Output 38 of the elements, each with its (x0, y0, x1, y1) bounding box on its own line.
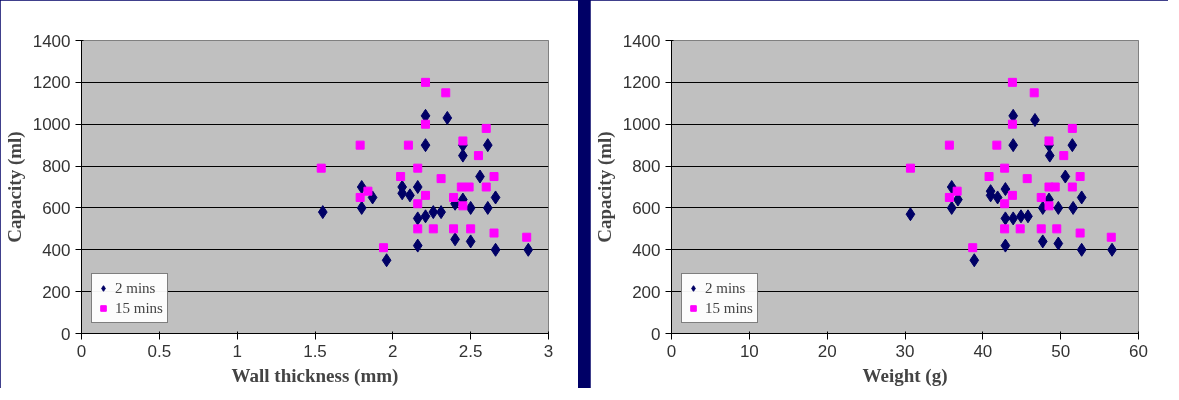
x-axis-title: Weight (g) (862, 364, 948, 387)
y-tick-label: 600 (42, 198, 71, 218)
x-tick-label: 0 (76, 341, 87, 361)
x-tick-label: 0 (666, 341, 677, 361)
y-tick-label: 800 (42, 157, 71, 177)
y-axis-title: Capacity (ml) (3, 131, 26, 243)
y-tick-label: 0 (651, 324, 661, 344)
legend-label: 15 mins (705, 299, 753, 317)
y-axis-title: Capacity (ml) (593, 131, 616, 243)
x-tick-label: 2 (388, 341, 398, 361)
x-tick-label: 1.5 (303, 341, 327, 361)
x-tick-label: 40 (973, 341, 993, 361)
x-tick-label: 1 (232, 341, 242, 361)
legend-label: 2 mins (115, 279, 156, 297)
y-tick-label: 800 (632, 157, 661, 177)
x-tick-label: 2.5 (458, 341, 483, 361)
y-tick-label: 1000 (622, 115, 661, 135)
y-tick-label: 600 (632, 198, 661, 218)
x-tick-label: 60 (1129, 341, 1148, 361)
x-axis-title: Wall thickness (mm) (231, 364, 399, 387)
y-tick-label: 200 (632, 282, 661, 302)
x-tick-label: 3 (543, 341, 554, 361)
x-tick-label: 20 (817, 341, 837, 361)
x-tick-label: 50 (1051, 341, 1071, 361)
y-tick-label: 1000 (32, 115, 71, 135)
y-tick-label: 200 (42, 282, 71, 302)
y-tick-label: 1200 (622, 73, 661, 93)
legend-label: 15 mins (115, 299, 163, 317)
y-tick-label: 1400 (622, 31, 661, 51)
y-tick-label: 1400 (32, 31, 71, 51)
legend-label: 2 mins (705, 279, 746, 297)
y-tick-label: 1200 (32, 73, 71, 93)
y-tick-label: 400 (42, 240, 71, 260)
y-tick-label: 400 (632, 240, 661, 260)
y-tick-label: 0 (61, 324, 71, 344)
x-tick-label: 10 (739, 341, 759, 361)
x-tick-label: 30 (895, 341, 915, 361)
x-tick-label: 0.5 (147, 341, 172, 361)
